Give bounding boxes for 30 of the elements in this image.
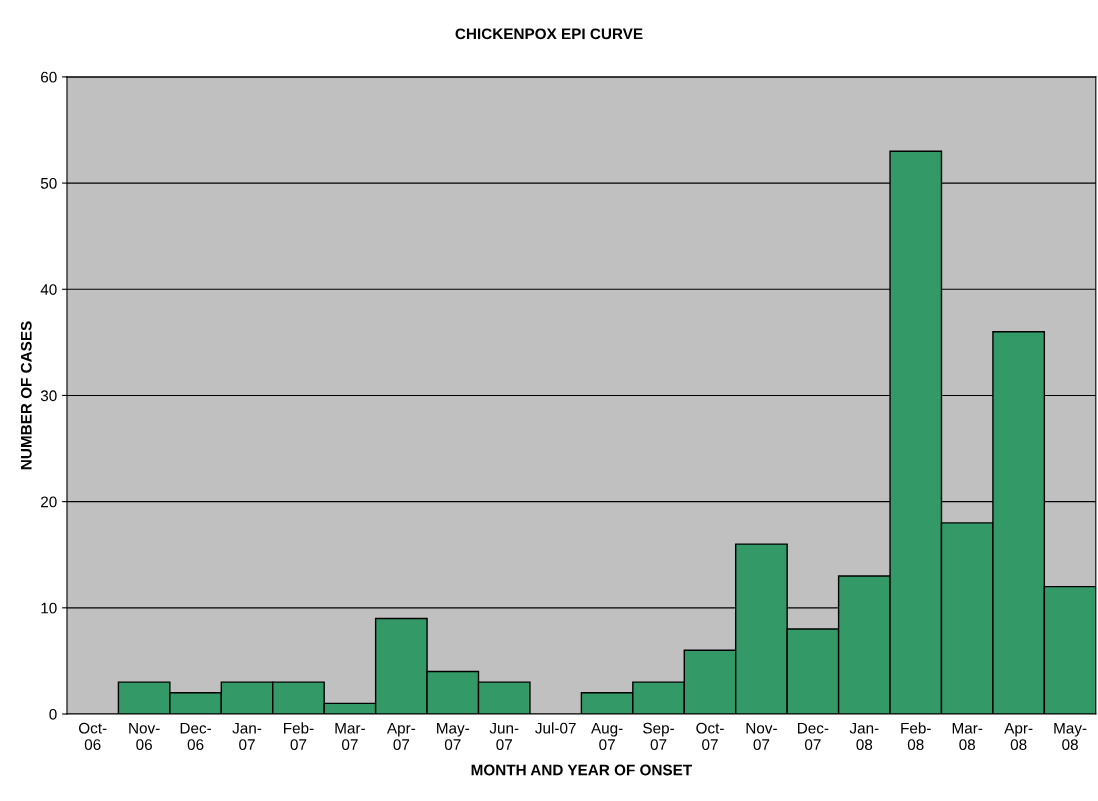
y-tick-label: 40 [40,284,57,295]
y-tick-label: 0 [49,708,57,720]
x-tick-label: Nov- 07 [746,722,777,751]
x-tick-label: Feb- 08 [901,722,931,751]
x-tick-label: Jan- 07 [232,722,262,751]
y-axis-title: NUMBER OF CASES [20,321,32,470]
x-tick-label: Dec- 06 [180,722,212,751]
x-tick-label: Jul-07 [535,722,576,734]
x-tick-label: Sep- 07 [643,722,675,751]
x-tick-label: Jan- 08 [849,722,879,751]
x-tick-label: Apr- 08 [1004,722,1033,751]
y-tick-label: 20 [41,496,57,508]
x-tick-label: Oct- 06 [79,722,107,751]
y-tick-label: 10 [41,602,57,614]
x-tick-label: Aug- 07 [591,722,623,751]
x-tick-label: Jun- 07 [489,722,519,751]
x-tick-label: May- 08 [1054,722,1087,751]
x-tick-label: Nov- 06 [129,722,160,751]
x-tick-label: Feb- 07 [284,722,314,751]
x-tick-label: Oct- 07 [696,722,724,751]
x-tick-label: May- 07 [437,722,470,751]
x-tick-label: Mar- 08 [952,722,983,751]
x-tick-label: Apr- 07 [386,722,416,751]
x-axis-title: MONTH AND YEAR OF ONSET [471,764,692,776]
chart-title: CHICKENPOX EPI CURVE [455,28,643,40]
y-tick-label: 50 [40,177,57,189]
x-tick-label: Dec- 07 [798,722,829,751]
y-tick-label: 30 [40,390,57,402]
x-tick-label: Mar- 07 [335,722,365,751]
y-tick-label: 60 [41,71,57,83]
